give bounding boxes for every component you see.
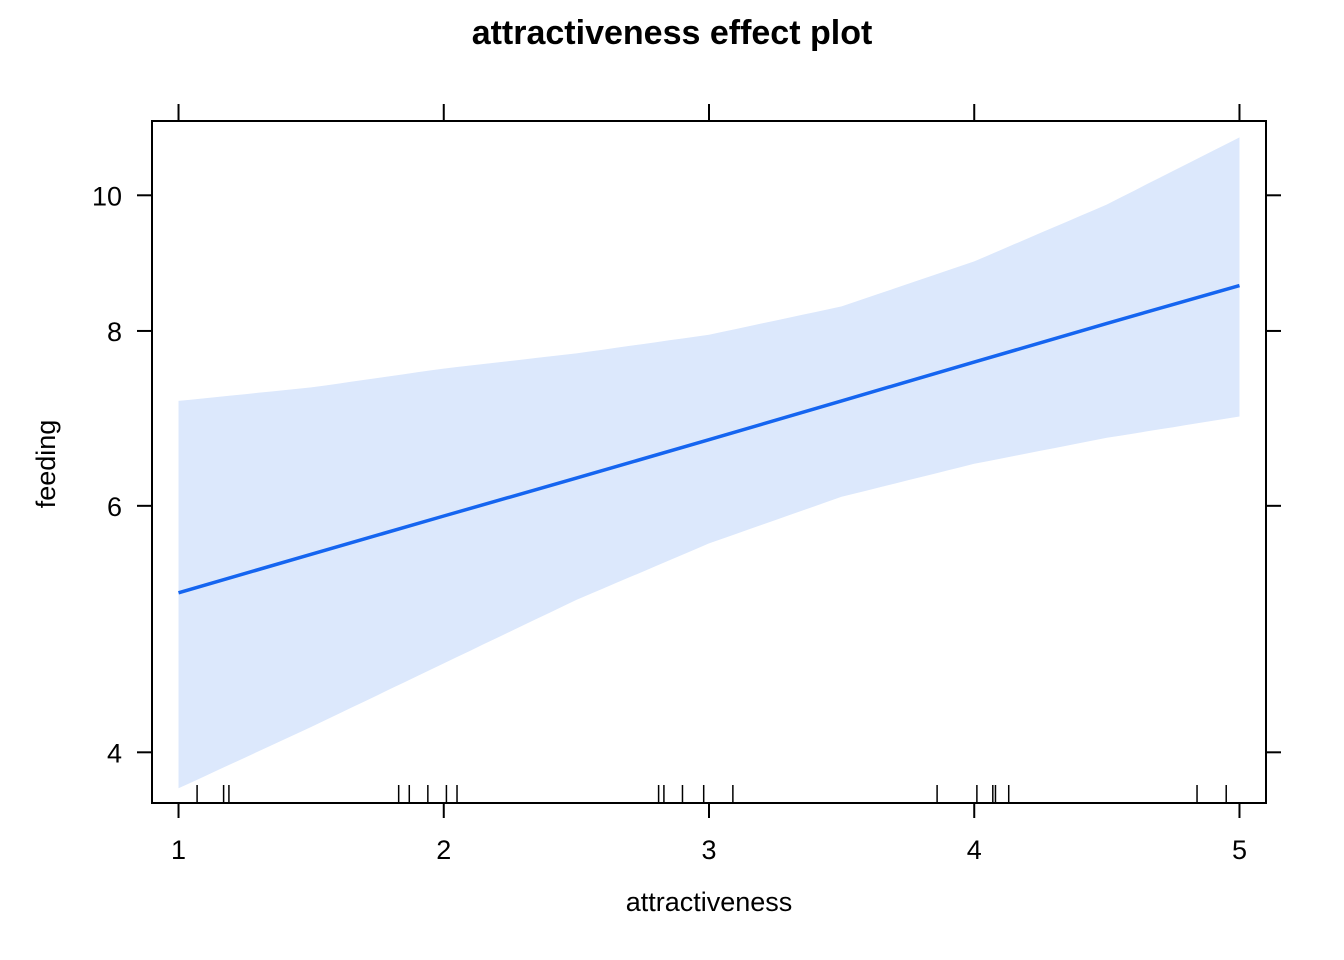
x-tick-label: 5 bbox=[1232, 835, 1247, 865]
x-tick-label: 1 bbox=[171, 835, 186, 865]
y-tick-label: 10 bbox=[92, 181, 122, 211]
x-tick-label: 4 bbox=[967, 835, 982, 865]
chart-title: attractiveness effect plot bbox=[472, 14, 873, 52]
rug-marks bbox=[196, 785, 1227, 803]
x-axis-label: attractiveness bbox=[626, 887, 793, 917]
y-tick-label: 8 bbox=[107, 317, 122, 347]
y-tick-label: 4 bbox=[107, 738, 122, 768]
y-axis: 4 6 8 10 bbox=[92, 181, 1281, 768]
y-axis-label: feeding bbox=[31, 420, 61, 509]
x-tick-label: 2 bbox=[436, 835, 451, 865]
confidence-band bbox=[178, 137, 1240, 789]
x-tick-label: 3 bbox=[701, 835, 716, 865]
y-tick-label: 6 bbox=[107, 492, 122, 522]
x-axis: 1 2 3 4 5 bbox=[171, 104, 1247, 865]
fit-line bbox=[178, 283, 1240, 595]
